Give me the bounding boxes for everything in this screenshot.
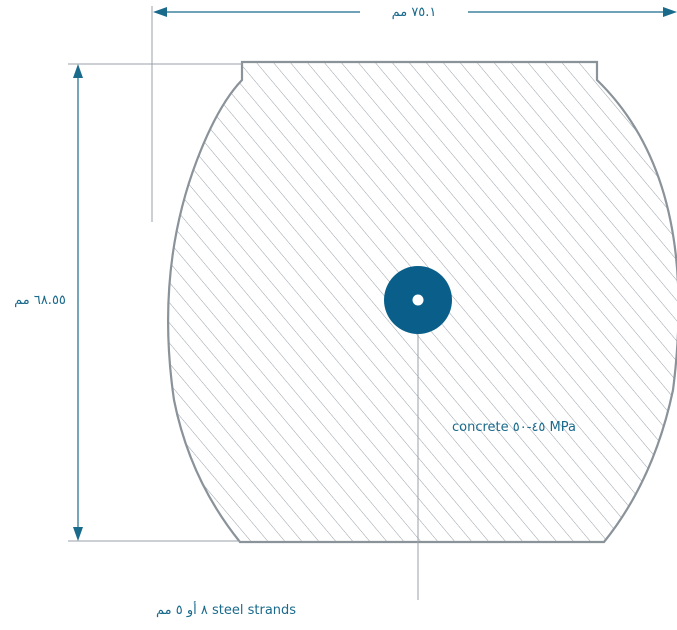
height-arrow-bottom	[73, 527, 83, 541]
steel-strand	[384, 266, 452, 600]
height-arrow-top	[73, 64, 83, 78]
section-outline	[166, 60, 677, 544]
strand-core	[412, 294, 424, 306]
strands-label: ٨ أو ٥ مم steel strands	[156, 601, 296, 618]
width-dimension-label: ٧٥.١ مم	[392, 5, 437, 20]
concrete-label: concrete ٤٥-٥٠ MPa	[452, 420, 576, 435]
width-dimension	[151, 6, 677, 222]
height-dimension	[68, 63, 242, 542]
height-dimension-label: ٦٨.٥٥ مم	[14, 293, 66, 308]
width-arrow-right	[663, 7, 677, 17]
width-arrow-left	[153, 7, 167, 17]
